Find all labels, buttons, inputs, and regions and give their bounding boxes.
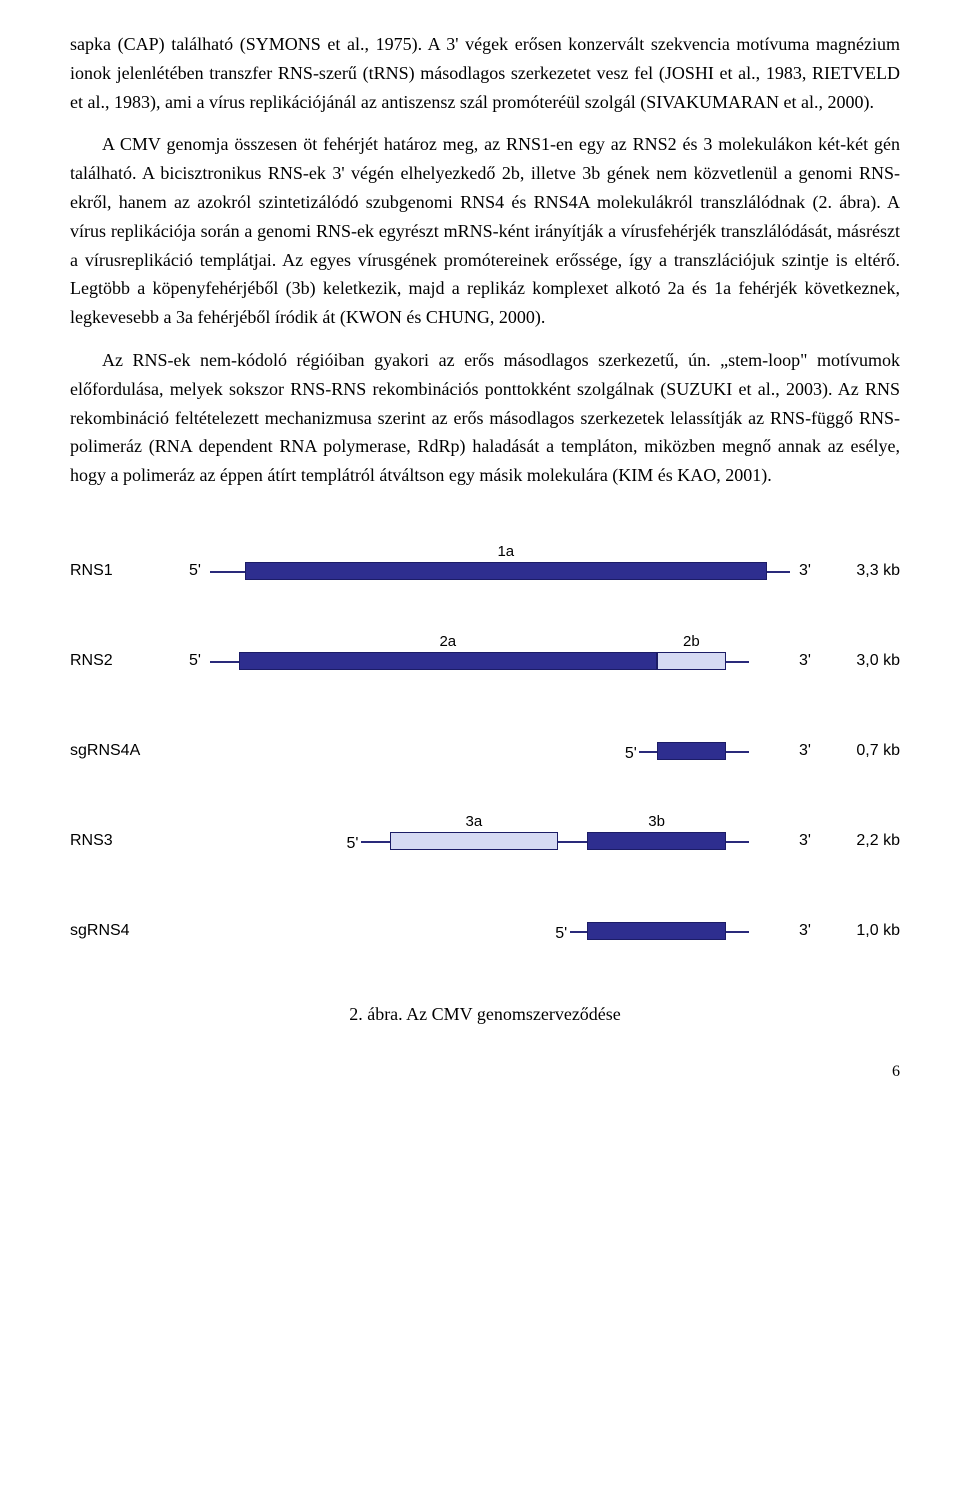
rna-row: RNS3 5'3a3b3'2,2 kb: [70, 820, 900, 862]
three-prime-label: 3': [790, 648, 820, 674]
rna-track: 2a2b: [210, 640, 790, 682]
gene-segment: [239, 652, 657, 670]
figure-caption: 2. ábra. Az CMV genomszerveződése: [70, 1000, 900, 1029]
gene-label: 3a: [466, 810, 483, 834]
gene-label: 3b: [648, 810, 665, 834]
gene-label: 2b: [683, 630, 700, 654]
rna-track: 5': [210, 910, 790, 952]
gene-segment: [587, 832, 726, 850]
three-prime-label: 3': [790, 828, 820, 854]
gene-label: 1a: [497, 540, 514, 564]
rna-name: RNS1: [70, 558, 180, 584]
five-prime-label: 5': [625, 741, 637, 767]
rna-row: sgRNS4 5' 3'1,0 kb: [70, 910, 900, 952]
gene-segment: [657, 742, 727, 760]
rna-size: 1,0 kb: [820, 918, 900, 944]
rna-name: sgRNS4: [70, 918, 180, 944]
three-prime-label: 3': [790, 558, 820, 584]
five-prime-label: 5': [180, 648, 210, 674]
rna-track: 5'3a3b: [210, 820, 790, 862]
paragraph: A CMV genomja összesen öt fehérjét határ…: [70, 130, 900, 332]
rna-track: 5': [210, 730, 790, 772]
five-prime-label: 5': [346, 831, 358, 857]
rna-name: sgRNS4A: [70, 738, 180, 764]
three-prime-label: 3': [790, 738, 820, 764]
rna-row: sgRNS4A 5' 3'0,7 kb: [70, 730, 900, 772]
page-number: 6: [70, 1059, 900, 1085]
gene-label: 2a: [439, 630, 456, 654]
body-text: sapka (CAP) található (SYMONS et al., 19…: [70, 30, 900, 490]
paragraph: Az RNS-ek nem-kódoló régióiban gyakori a…: [70, 346, 900, 490]
rna-size: 0,7 kb: [820, 738, 900, 764]
three-prime-label: 3': [790, 918, 820, 944]
rna-size: 3,3 kb: [820, 558, 900, 584]
gene-segment: [657, 652, 727, 670]
paragraph: sapka (CAP) található (SYMONS et al., 19…: [70, 30, 900, 116]
gene-segment: [390, 832, 558, 850]
five-prime-label: 5': [555, 921, 567, 947]
rna-size: 2,2 kb: [820, 828, 900, 854]
gene-segment: [245, 562, 767, 580]
five-prime-label: 5': [180, 558, 210, 584]
rna-track: 1a: [210, 550, 790, 592]
rna-size: 3,0 kb: [820, 648, 900, 674]
rna-name: RNS2: [70, 648, 180, 674]
genome-diagram: RNS15'1a3'3,3 kbRNS25'2a2b3'3,0 kbsgRNS4…: [70, 550, 900, 952]
rna-row: RNS25'2a2b3'3,0 kb: [70, 640, 900, 682]
rna-name: RNS3: [70, 828, 180, 854]
rna-row: RNS15'1a3'3,3 kb: [70, 550, 900, 592]
gene-segment: [587, 922, 726, 940]
